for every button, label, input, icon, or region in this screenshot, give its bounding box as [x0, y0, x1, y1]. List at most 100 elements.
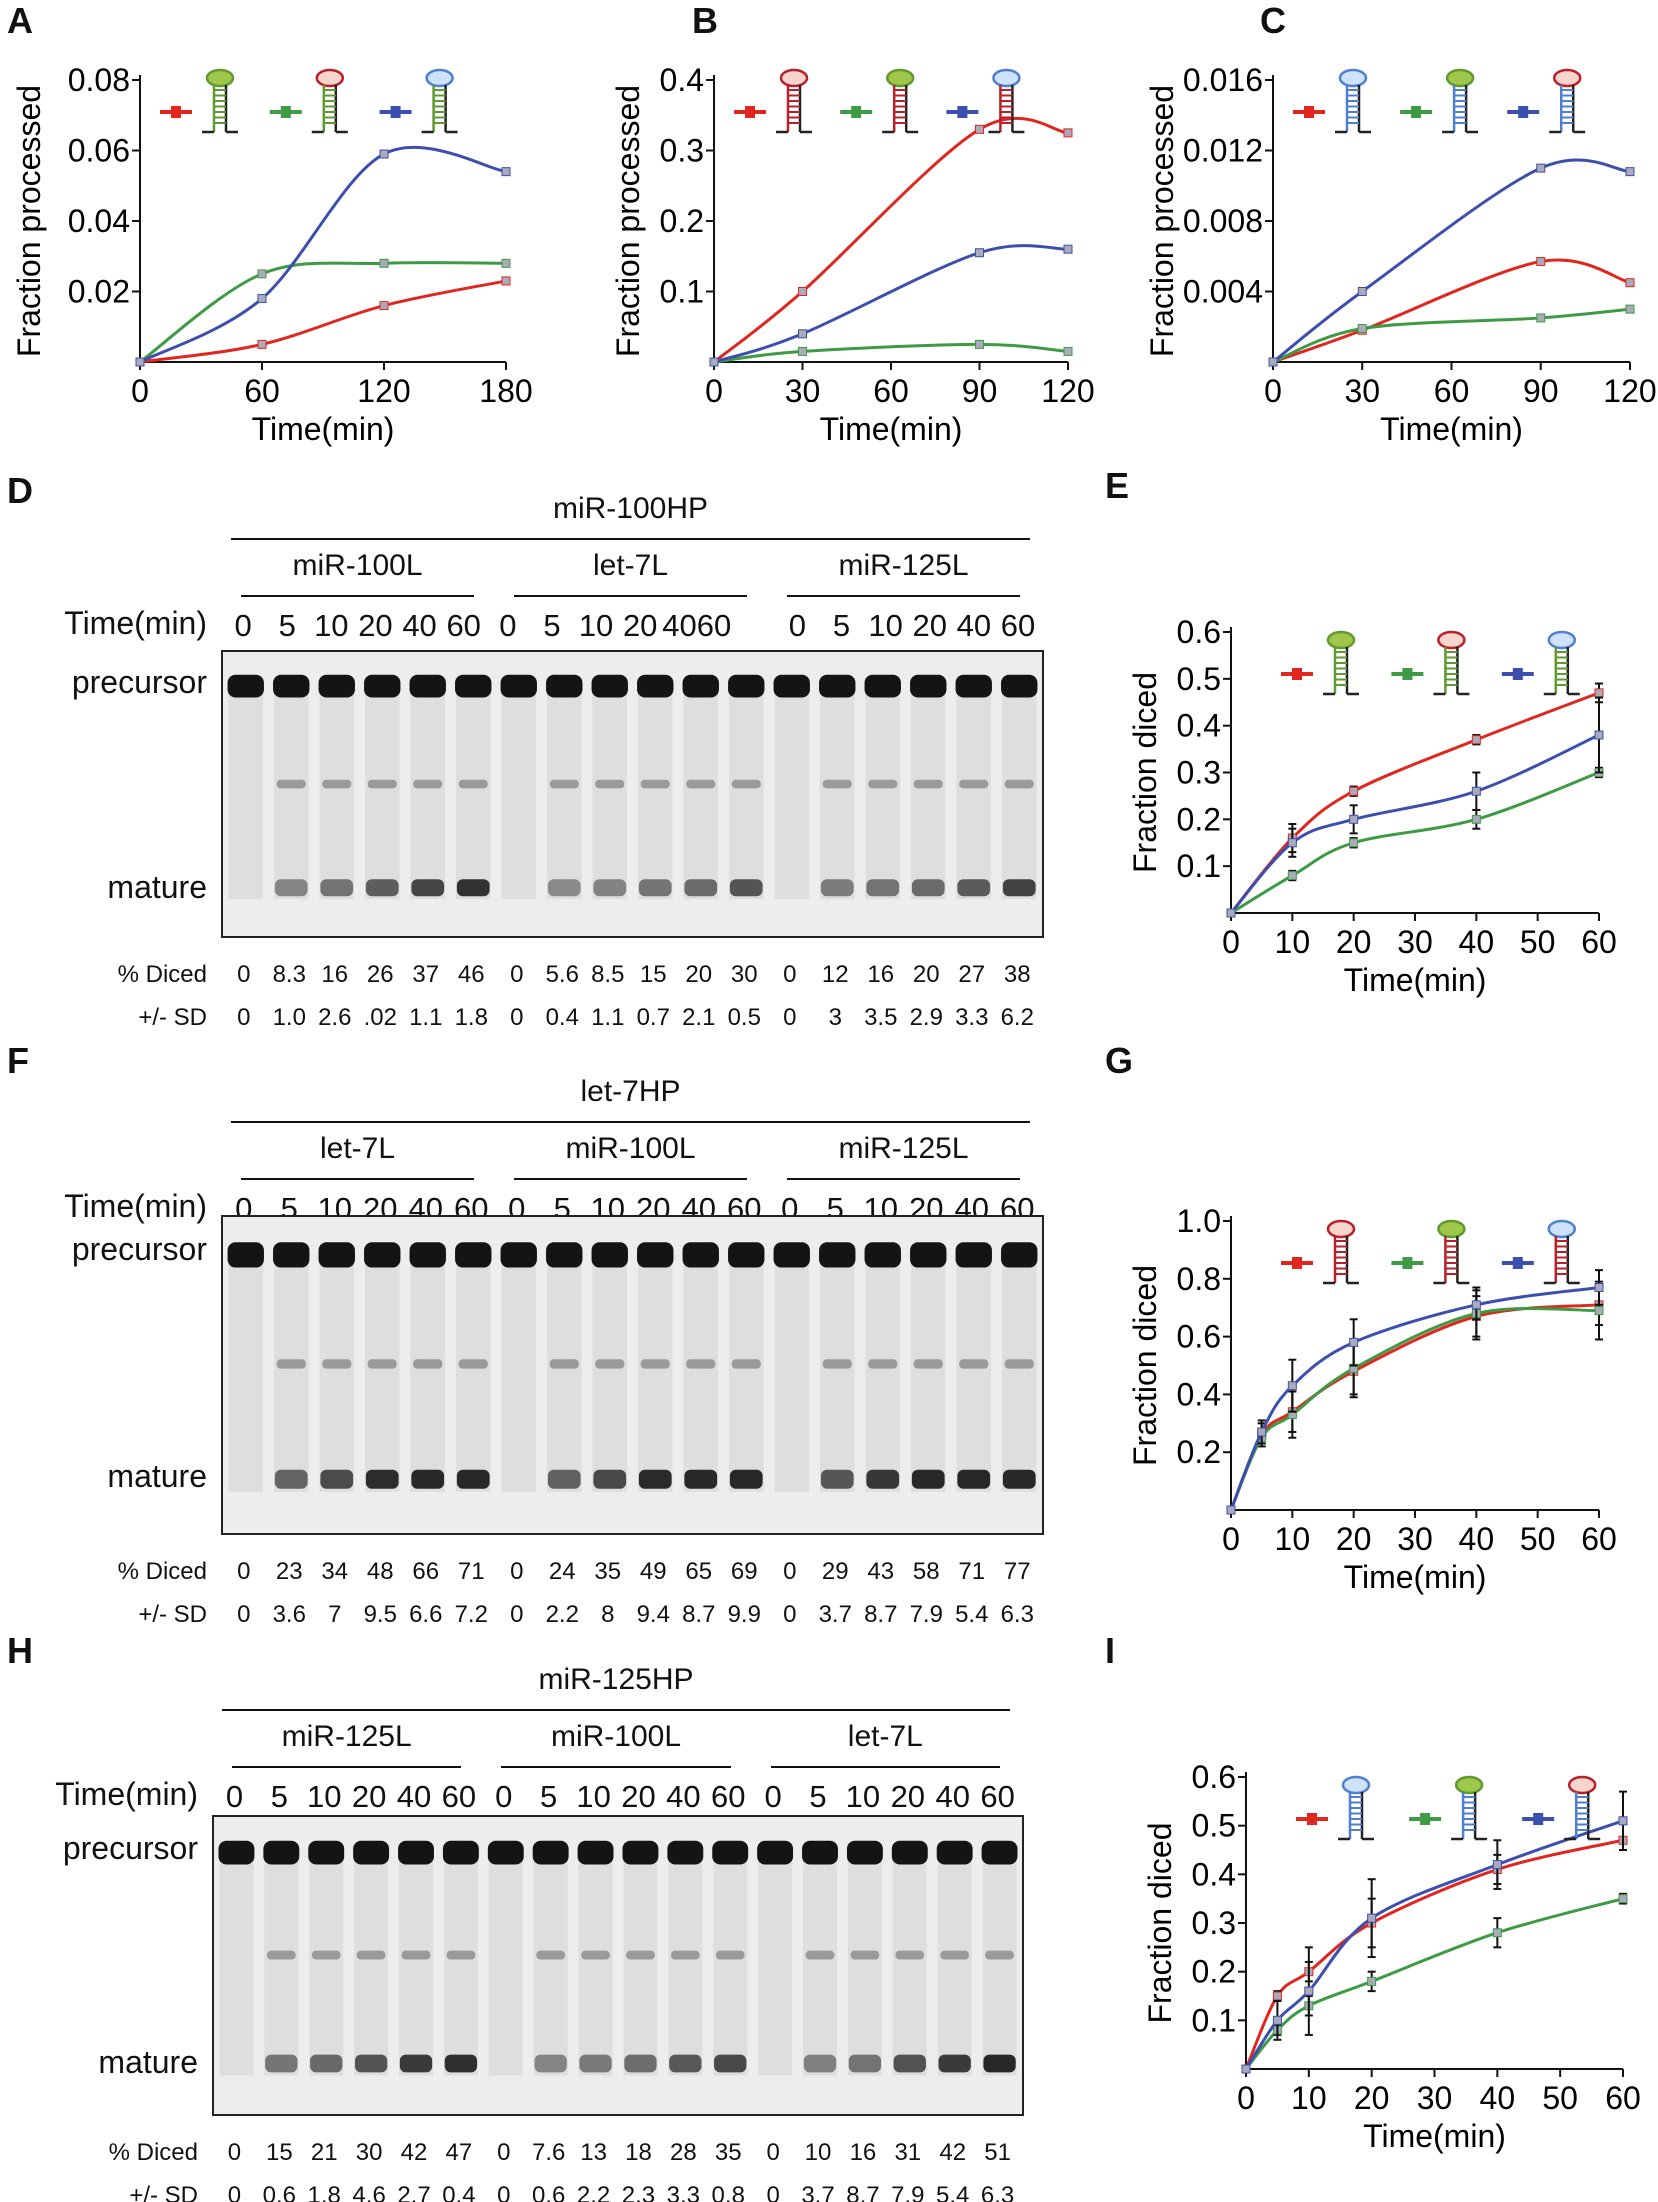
precursor-band	[682, 1242, 719, 1268]
precursor-band	[981, 1840, 1018, 1865]
data-point-blue	[798, 329, 807, 339]
lane-smear	[319, 686, 355, 900]
mature-band	[957, 1469, 991, 1489]
mature-band	[593, 1469, 627, 1489]
gel-image	[221, 650, 1044, 938]
x-tick-label: 40	[1459, 924, 1495, 960]
chart-E: 0.1 0.2 0.3 0.4 0.5 0.6 0 10 20 30 40 50 60 Time(min)…	[1127, 614, 1617, 998]
x-tick-label: 30	[1417, 2080, 1453, 2116]
x-tick-label: 20	[1336, 924, 1372, 960]
data-point-red	[501, 276, 511, 286]
intermediate-band	[805, 1950, 835, 1960]
diced-value: 30	[355, 2139, 383, 2166]
series-line-green	[713, 342, 1069, 364]
sd-value: 3.5	[864, 1004, 898, 1031]
intermediate-band	[413, 1359, 443, 1369]
intermediate-band	[715, 1950, 745, 1960]
mature-band	[365, 879, 399, 897]
intermediate-band	[322, 1359, 352, 1369]
gel-bands	[227, 674, 1038, 900]
y-tick-label: 0.08	[68, 62, 130, 98]
mature-band	[803, 2054, 837, 2073]
chart-I: 0.1 0.2 0.3 0.4 0.5 0.6 0 10 20 30 40 50 60 Time(min)…	[1142, 1759, 1641, 2154]
data-point-green	[1357, 324, 1367, 334]
diced-value: 0	[766, 2139, 780, 2166]
time-value: 10	[578, 608, 614, 643]
time-value: 40	[666, 1779, 701, 1814]
precursor-band	[455, 674, 492, 698]
diced-value: 0	[783, 961, 797, 988]
sd-value: 5.4	[955, 1601, 989, 1628]
legend-marker-red	[1292, 668, 1302, 680]
intermediate-band	[311, 1950, 341, 1960]
legend-marker-red	[1292, 1257, 1302, 1269]
precursor-band	[398, 1840, 434, 1865]
x-tick-label: 60	[1581, 924, 1617, 960]
lane-group-label: let-7L	[319, 1132, 396, 1165]
mature-band	[714, 2054, 747, 2073]
time-value: 10	[576, 1779, 611, 1814]
lane-smear	[892, 1852, 927, 2076]
lane-smear	[319, 1254, 355, 1492]
x-tick-label: 30	[1344, 373, 1380, 409]
sd-value: 9.9	[727, 1601, 761, 1628]
mature-label: mature	[107, 868, 207, 905]
legend-marker-blue	[390, 106, 401, 118]
mature-band	[411, 879, 445, 897]
y-axis-label: Fraction diced	[1127, 1265, 1163, 1466]
data-point-green	[501, 258, 511, 268]
y-tick-label: 0.6	[1192, 1759, 1236, 1795]
x-tick-label: 20	[1336, 1521, 1372, 1557]
lane-smear	[683, 1254, 719, 1492]
sd-value: 0	[237, 1601, 251, 1628]
y-tick-label: 0.016	[1183, 62, 1263, 98]
data-point-red	[1471, 735, 1481, 745]
mature-band	[534, 2054, 567, 2073]
panel-letter-E: E	[1105, 465, 1130, 506]
mature-label: mature	[107, 1458, 207, 1495]
intermediate-band	[322, 779, 352, 789]
intermediate-band	[413, 779, 443, 789]
x-tick-label: 0	[1237, 2080, 1255, 2116]
mature-band	[444, 2054, 478, 2073]
data-point-green	[1287, 871, 1297, 881]
legend-marker-green	[1420, 1813, 1431, 1825]
precursor-band	[546, 1242, 583, 1268]
diced-row: 0 8.3 16 26 37 46 0 5.6 8.5 15 20 30 0 12 16 20 27 38	[221, 961, 1040, 989]
time-value: 5	[832, 608, 851, 643]
series-line-red	[1229, 691, 1600, 914]
intermediate-band	[536, 1950, 566, 1960]
diced-value: 77	[1003, 1558, 1031, 1585]
intermediate-band	[731, 779, 761, 789]
gel-image	[212, 1815, 1024, 2116]
group-divider	[787, 595, 1020, 597]
lane-group-label: miR-100L	[550, 1720, 682, 1753]
x-tick-label: 0	[131, 373, 149, 409]
data-point-green	[1492, 1928, 1502, 1938]
y-tick-label: 0.3	[660, 133, 704, 169]
time-value: 20	[890, 1779, 926, 1814]
time-value: 10	[306, 1779, 342, 1814]
data-point-blue	[1471, 1300, 1481, 1310]
precursor-band	[757, 1840, 794, 1865]
diced-value: 0	[497, 2139, 511, 2166]
series-line-blue	[1244, 1819, 1624, 2070]
data-point-blue	[1357, 287, 1367, 296]
precursor-band	[819, 674, 856, 698]
sd-value: 2.3	[621, 2182, 656, 2202]
diced-value: 29	[821, 1558, 849, 1585]
lane-smear	[264, 1852, 299, 2076]
x-tick-label: 40	[1459, 1521, 1495, 1557]
precursor-band	[318, 674, 355, 698]
precursor-band	[591, 1242, 628, 1268]
x-tick-label: 30	[1397, 1521, 1433, 1557]
lane-smear	[637, 1254, 673, 1492]
lane-smear	[758, 1852, 793, 2076]
data-point-blue	[1594, 1282, 1604, 1292]
data-point-green	[798, 346, 807, 356]
loop-shape	[1437, 1219, 1466, 1239]
lane-smear	[455, 686, 491, 900]
diced-value: 34	[321, 1558, 349, 1585]
hairpin-icon	[1549, 68, 1586, 134]
panel-letter-A: A	[7, 0, 33, 41]
